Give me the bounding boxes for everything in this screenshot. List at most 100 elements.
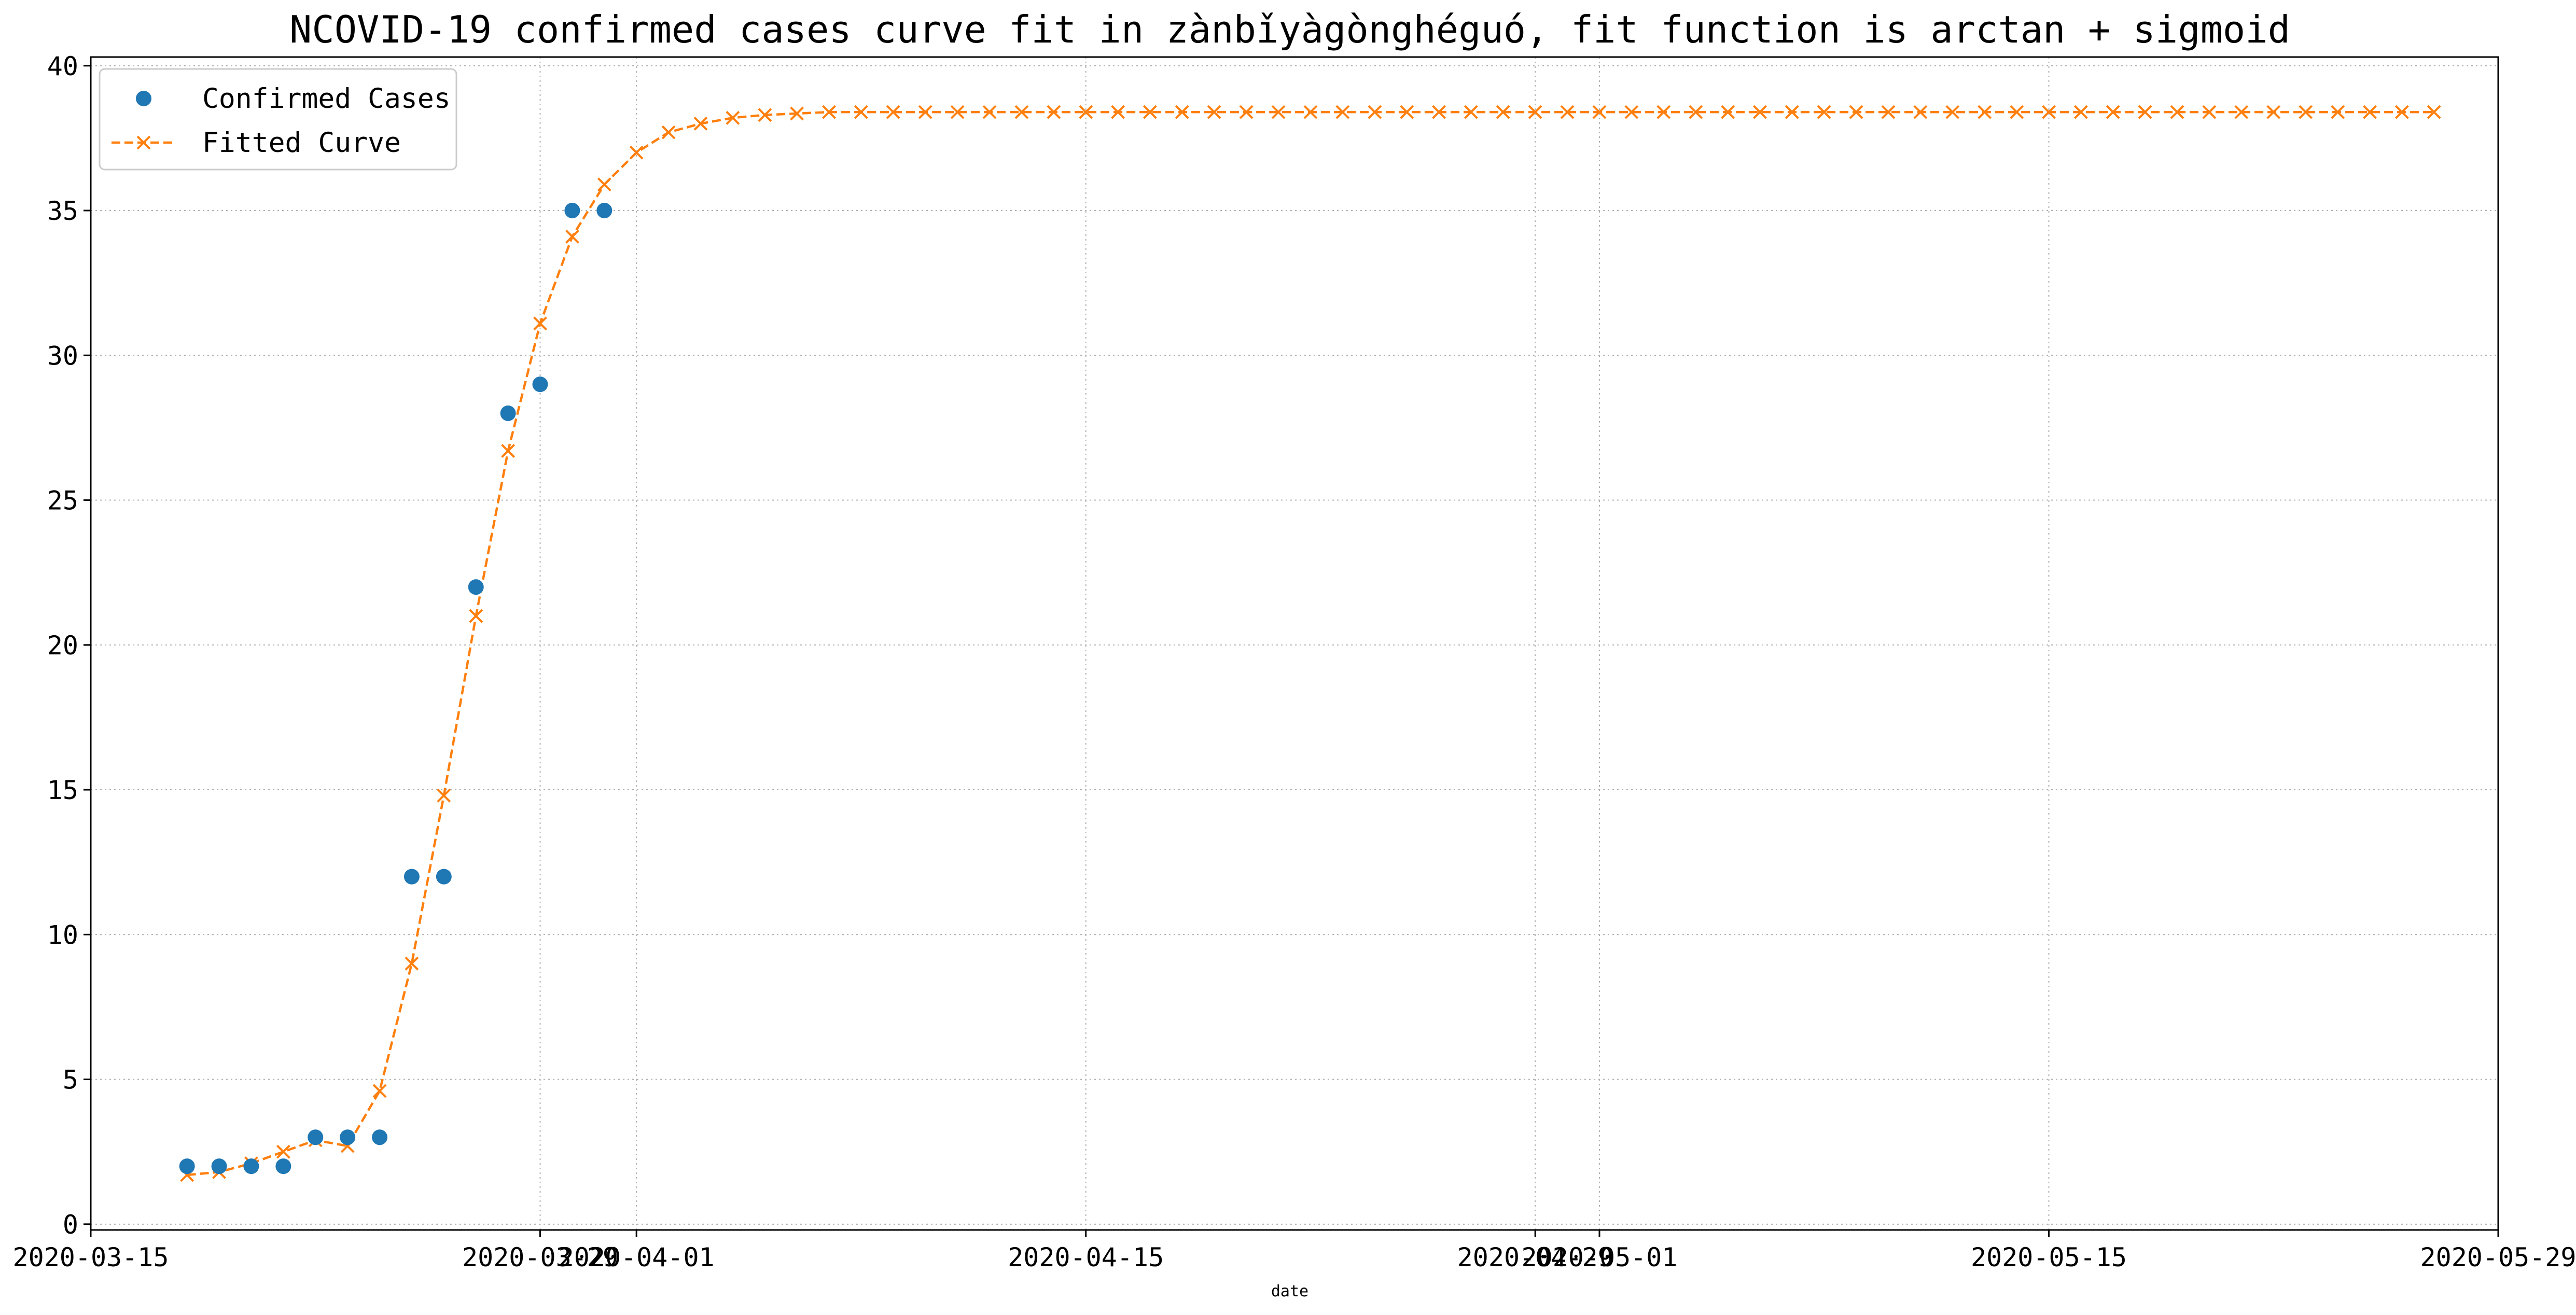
fitted-curve-marker <box>661 125 676 139</box>
fitted-curve-marker <box>2106 105 2120 119</box>
fitted-curve-marker <box>1978 105 1992 119</box>
y-tick-label: 10 <box>47 920 78 950</box>
y-tick-label: 0 <box>63 1210 78 1240</box>
confirmed-case-point <box>243 1158 259 1174</box>
y-tick-label: 40 <box>47 51 78 81</box>
fitted-curve-marker <box>1624 105 1639 119</box>
fitted-curve-marker <box>1271 105 1286 119</box>
confirmed-case-point <box>308 1129 324 1145</box>
fitted-curve-marker <box>372 1084 387 1098</box>
fitted-curve-marker <box>918 105 932 119</box>
fitted-curve-marker <box>1175 105 1189 119</box>
fitted-curve-marker <box>2202 105 2217 119</box>
fitted-curve-marker <box>1143 105 1157 119</box>
fitted-curve-marker <box>1721 105 1735 119</box>
fitted-curve-marker <box>1689 105 1703 119</box>
confirmed-case-point <box>179 1158 195 1174</box>
x-tick-label: 2020-05-15 <box>1971 1242 2127 1272</box>
fitted-curve-marker <box>1239 105 1254 119</box>
legend-confirmed-marker <box>136 91 151 106</box>
confirmed-case-point <box>436 869 452 885</box>
fitted-curve-marker <box>854 105 868 119</box>
fitted-curve-marker <box>1207 105 1221 119</box>
fitted-curve-marker <box>1335 105 1350 119</box>
fitted-curve-marker <box>629 145 644 160</box>
fitted-curve-marker <box>790 106 804 121</box>
fitted-curve-marker <box>2331 105 2345 119</box>
fitted-curve-marker <box>1945 105 1960 119</box>
fitted-curve-marker <box>1111 105 1125 119</box>
x-tick-label: 2020-04-29 <box>1457 1242 1613 1272</box>
fitted-curve-marker <box>597 177 611 192</box>
y-tick-label: 30 <box>47 341 78 371</box>
fitted-curve-marker <box>2394 105 2409 119</box>
fitted-curve-marker <box>1560 105 1575 119</box>
y-tick-label: 5 <box>63 1065 78 1095</box>
fitted-curve-marker <box>758 108 772 122</box>
x-tick-label: 2020-04-01 <box>559 1242 715 1272</box>
x-axis-label: date <box>1271 1282 1308 1300</box>
fitted-curve-marker <box>1496 105 1510 119</box>
legend: Confirmed Cases Fitted Curve <box>99 68 457 171</box>
y-tick-label: 25 <box>47 486 78 516</box>
confirmed-case-point <box>275 1158 291 1174</box>
plot-frame <box>90 56 2499 1231</box>
fitted-curve-marker <box>2073 105 2088 119</box>
x-tick-label: 2020-05-29 <box>2420 1242 2576 1272</box>
fitted-curve-marker <box>1592 105 1607 119</box>
confirmed-case-point <box>564 203 580 219</box>
fitted-curve-marker <box>1656 105 1671 119</box>
confirmed-case-point <box>403 869 420 885</box>
fitted-curve-marker <box>2363 105 2377 119</box>
fitted-curve-marker <box>1913 105 1928 119</box>
confirmed-case-point <box>340 1129 356 1145</box>
fitted-curve-marker <box>1817 105 1831 119</box>
fitted-curve-marker <box>1368 105 1382 119</box>
confirmed-case-point <box>532 376 548 393</box>
y-tick-label: 35 <box>47 196 78 226</box>
confirmed-case-point <box>372 1129 388 1145</box>
fitted-curve-marker <box>2138 105 2152 119</box>
fitted-curve-marker <box>565 229 579 244</box>
fitted-curve-marker <box>1753 105 1767 119</box>
confirmed-case-point <box>468 579 484 595</box>
legend-fitted-label: Fitted Curve <box>202 127 401 159</box>
fitted-curve-marker <box>1528 105 1542 119</box>
y-axis: 0 5 10 15 20 25 30 35 40 <box>47 51 91 1240</box>
confirmed-case-point <box>500 405 516 421</box>
x-tick-label: 2020-04-15 <box>1008 1242 1164 1272</box>
x-tick-label: 2020-05-01 <box>1521 1242 1677 1272</box>
fitted-curve-marker <box>693 117 708 131</box>
fitted-curve-marker <box>469 609 483 623</box>
y-tick-label: 15 <box>47 775 78 805</box>
fitted-curve-marker <box>1881 105 1896 119</box>
fitted-curve-marker <box>1432 105 1446 119</box>
fitted-curve-marker <box>2170 105 2184 119</box>
fitted-curve-marker <box>1079 105 1093 119</box>
fitted-curve-marker <box>276 1144 290 1159</box>
fitted-curve-marker <box>1014 105 1029 119</box>
fitted-curve-marker <box>405 956 419 971</box>
x-tick-label: 2020-03-29 <box>462 1242 618 1272</box>
fitted-curve-marker <box>886 105 900 119</box>
fitted-curve-marker <box>2427 105 2441 119</box>
fitted-curve-marker <box>1464 105 1478 119</box>
fitted-curve-marker <box>437 788 451 803</box>
legend-frame <box>99 68 457 171</box>
fitted-curve-marker <box>501 444 516 458</box>
fitted-curve-marker <box>1400 105 1414 119</box>
y-tick-label: 20 <box>47 631 78 661</box>
fitted-curve-marker <box>726 110 740 125</box>
fitted-curve-marker <box>2042 105 2056 119</box>
fitted-curve-marker <box>2234 105 2249 119</box>
x-tick-label: 2020-03-15 <box>12 1242 169 1272</box>
confirmed-case-point <box>211 1158 227 1174</box>
fitted-curve-marker <box>1785 105 1799 119</box>
fitted-curve-marker <box>533 316 547 331</box>
fitted-curve-marker <box>950 105 965 119</box>
fitted-curve-marker <box>822 105 836 119</box>
fitted-curve-marker <box>2299 105 2313 119</box>
fitted-curve-marker <box>1303 105 1318 119</box>
